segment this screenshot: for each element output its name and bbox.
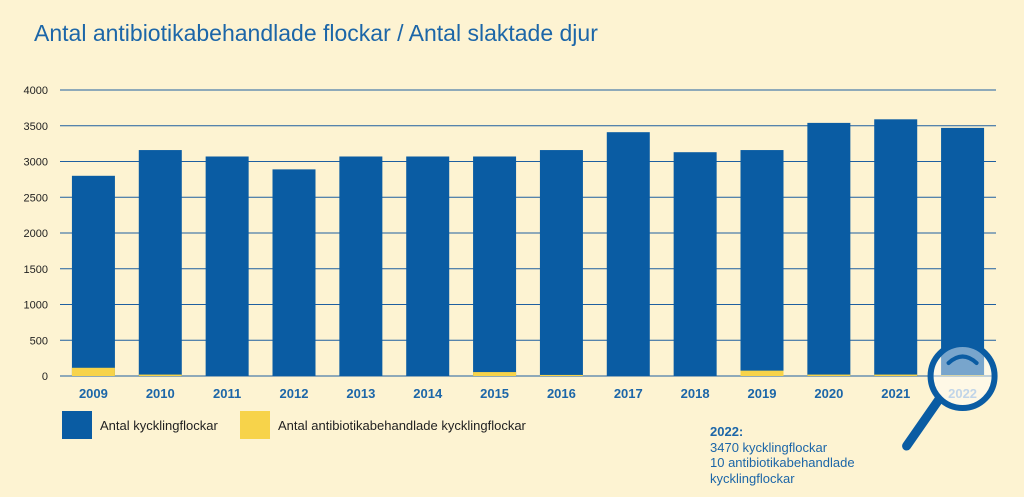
x-tick-label: 2017 — [614, 386, 643, 401]
x-tick-label: 2009 — [79, 386, 108, 401]
y-tick-label: 500 — [30, 335, 48, 347]
bar-flocks — [205, 156, 249, 376]
x-tick-label: 2015 — [480, 386, 509, 401]
x-tick-label: 2012 — [280, 386, 309, 401]
annotation-line: kycklingflockar — [710, 470, 795, 486]
y-tick-label: 4000 — [24, 85, 48, 97]
bar-treated — [740, 370, 784, 376]
bar-flocks — [339, 156, 383, 376]
legend-label-flocks: Antal kycklingflockar — [100, 417, 218, 433]
legend-label-treated: Antal antibiotikabehandlade kycklingfloc… — [278, 417, 526, 433]
bar-flocks — [673, 152, 717, 376]
annotation-line: 3470 kycklingflockar — [710, 439, 828, 455]
bar-treated — [71, 367, 115, 376]
x-tick-label: 2021 — [881, 386, 910, 401]
bar-flocks — [807, 122, 851, 376]
bar-flocks — [406, 156, 450, 376]
magnifier-lens-icon — [927, 341, 998, 411]
bar-flocks — [740, 150, 784, 376]
x-tick-label: 2013 — [346, 386, 375, 401]
bar-flocks — [71, 175, 115, 376]
legend-item-flocks: Antal kycklingflockar — [62, 411, 218, 439]
x-tick-label: 2014 — [413, 386, 443, 401]
x-tick-label: 2019 — [748, 386, 777, 401]
annotation-line: 10 antibiotikabehandlade — [710, 455, 855, 470]
y-tick-label: 3500 — [24, 121, 48, 133]
bar-treated — [539, 374, 583, 376]
y-tick-label: 3000 — [24, 157, 48, 169]
magnifier-glint-icon — [946, 354, 979, 365]
y-tick-label: 1500 — [24, 264, 48, 276]
bar-treated — [874, 374, 918, 376]
x-tick-label: 2016 — [547, 386, 576, 401]
x-tick-label: 2022 — [948, 386, 977, 401]
bar-flocks — [473, 156, 517, 376]
bar-treated — [807, 374, 851, 376]
bar-flocks — [941, 127, 985, 377]
y-tick-label: 2500 — [24, 192, 48, 204]
legend-swatch-treated — [240, 411, 270, 439]
bar-flocks — [272, 169, 316, 376]
bar-treated — [941, 375, 985, 376]
x-tick-label: 2010 — [146, 386, 175, 401]
chart-title: Antal antibiotikabehandlade flockar / An… — [34, 20, 598, 46]
x-tick-label: 2018 — [681, 386, 710, 401]
x-tick-label: 2020 — [814, 386, 843, 401]
bar-flocks — [539, 150, 583, 376]
annotation-2022: 2022: 3470 kycklingflockar 10 antibiotik… — [710, 424, 855, 486]
bar-flocks — [606, 132, 650, 376]
legend-item-treated: Antal antibiotikabehandlade kycklingfloc… — [240, 411, 526, 439]
bar-flocks — [138, 150, 182, 376]
x-tick-label: 2011 — [213, 386, 241, 401]
annotation-heading: 2022: — [710, 424, 744, 439]
bar-flocks — [874, 119, 918, 376]
y-tick-label: 1000 — [24, 300, 48, 312]
y-tick-label: 0 — [42, 371, 48, 383]
bar-treated — [473, 372, 517, 376]
bar-treated — [138, 374, 182, 376]
magnifier-handle-icon — [902, 395, 944, 451]
y-tick-label: 2000 — [24, 228, 48, 240]
legend-swatch-flocks — [62, 411, 92, 439]
